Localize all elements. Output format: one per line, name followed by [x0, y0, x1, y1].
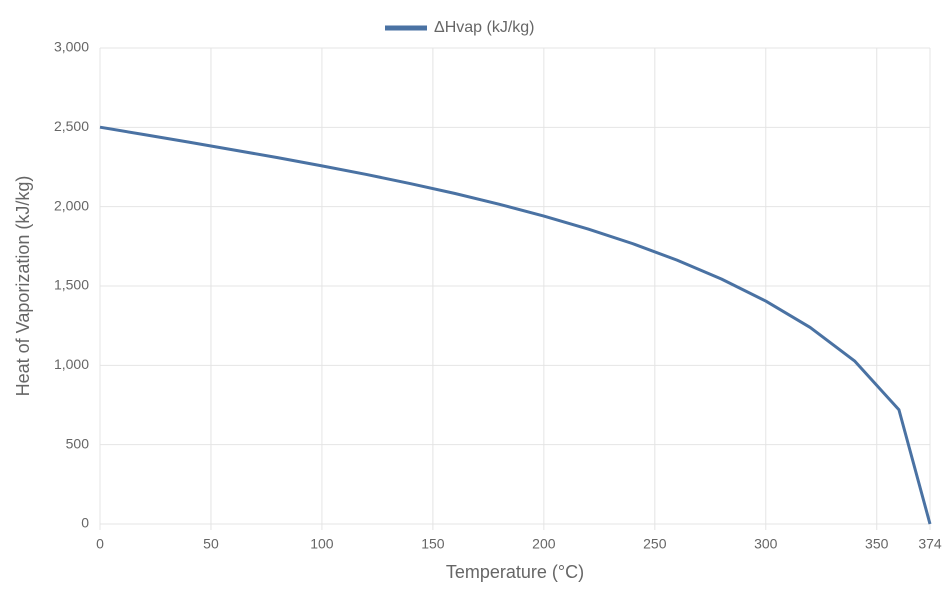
x-tick-label: 0 — [96, 536, 104, 552]
x-axis-title: Temperature (°C) — [446, 562, 584, 582]
x-tick-label: 150 — [421, 536, 445, 552]
y-tick-label: 1,500 — [54, 277, 89, 293]
y-tick-label: 2,000 — [54, 197, 89, 213]
y-tick-label: 1,000 — [54, 356, 89, 372]
x-tick-label: 250 — [643, 536, 667, 552]
x-tick-label: 100 — [310, 536, 334, 552]
x-tick-label: 350 — [865, 536, 889, 552]
legend-label: ΔHvap (kJ/kg) — [434, 19, 534, 36]
y-axis-title: Heat of Vaporization (kJ/kg) — [13, 176, 33, 397]
y-tick-label: 2,500 — [54, 118, 89, 134]
x-tick-label: 300 — [754, 536, 778, 552]
x-tick-label: 200 — [532, 536, 556, 552]
data-line — [99, 125, 932, 525]
x-tick-label: 374 — [918, 536, 942, 552]
y-tick-label: 0 — [81, 515, 89, 531]
y-tick-label: 3,000 — [54, 39, 89, 55]
y-tick-label: 500 — [66, 435, 90, 451]
x-tick-label: 50 — [203, 536, 219, 552]
